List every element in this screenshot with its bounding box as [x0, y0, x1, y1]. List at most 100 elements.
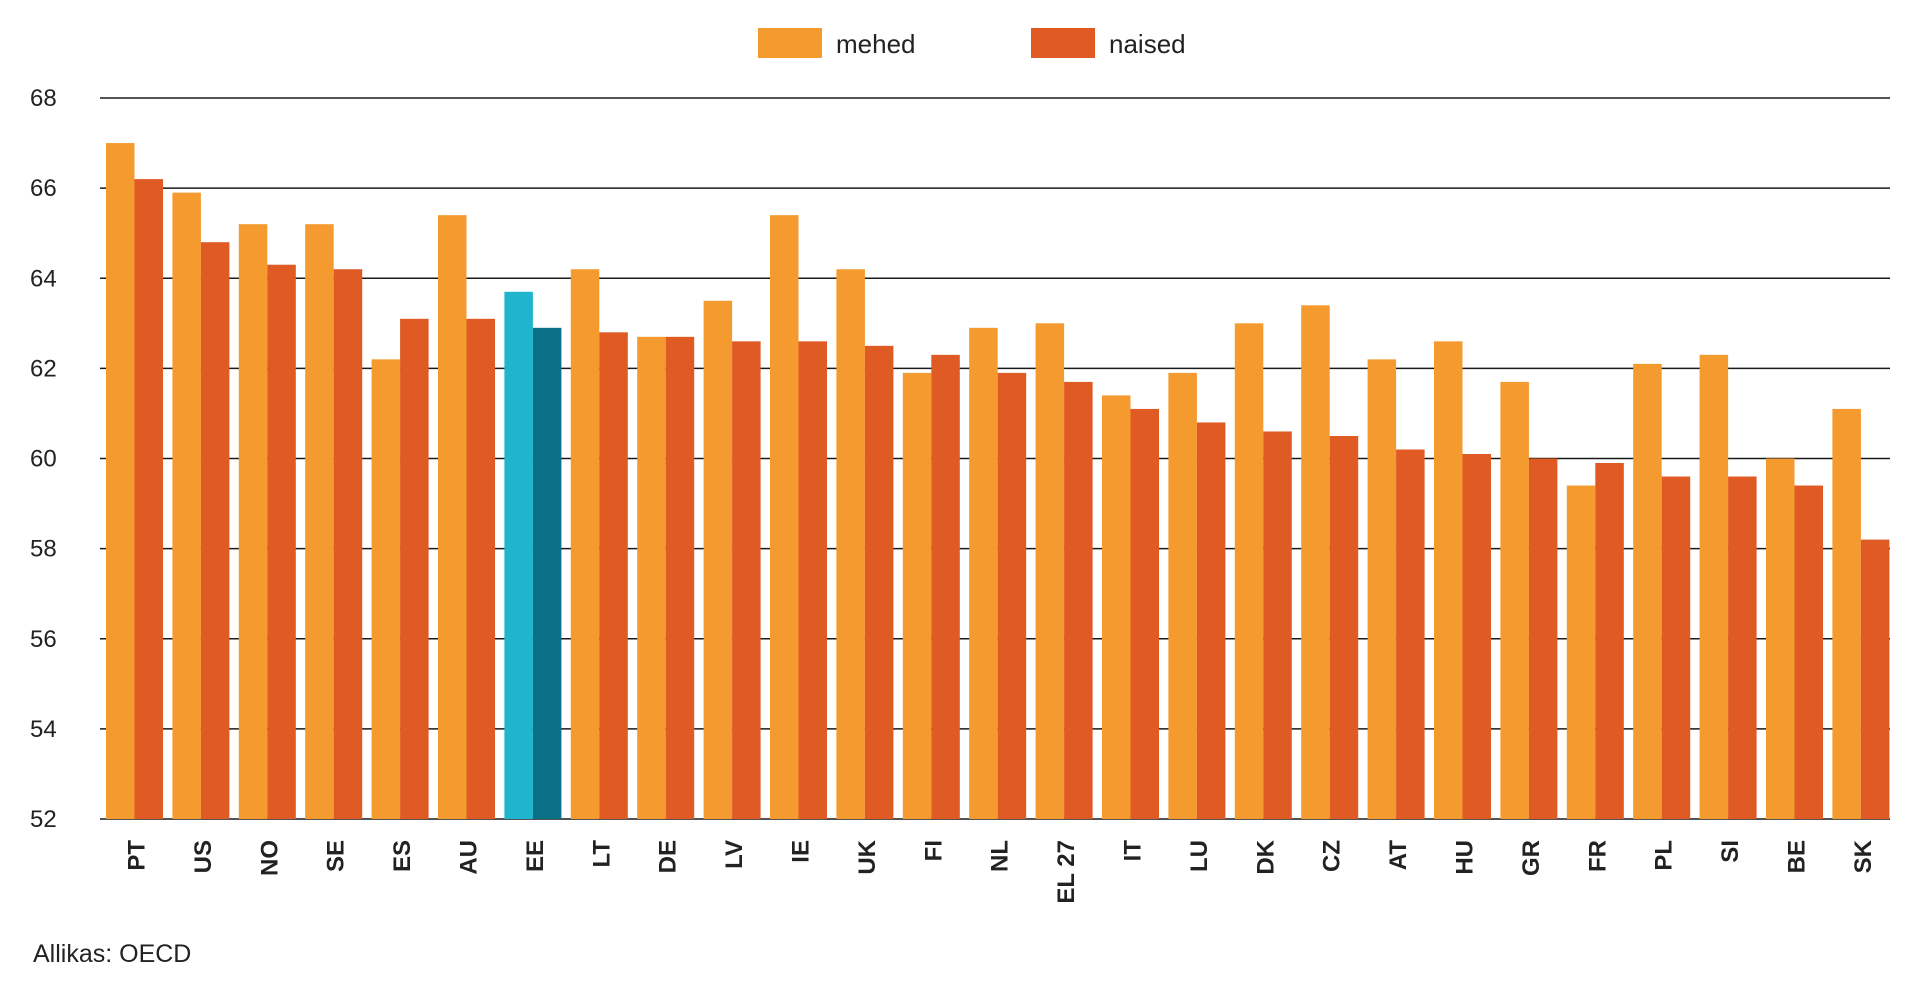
x-axis: PT US NO SE ES AU EE LT DE LV IE UK FI NL EL 27 IT LU DK C… [124, 839, 1877, 903]
bar-naised-de [665, 336, 695, 819]
bar-naised-ie [798, 341, 827, 819]
bar-naised-es [400, 318, 429, 819]
x-tick-label: UK [854, 839, 881, 874]
x-tick-label: SE [323, 840, 350, 872]
bar-mehed-lv [703, 300, 733, 819]
bar-naised-uk [864, 345, 894, 819]
y-tick-label: 62 [30, 355, 57, 382]
bar-naised-au [466, 318, 495, 819]
bar-mehed-nl [969, 327, 998, 819]
bar-naised-si [1728, 476, 1757, 819]
bar-naised-pt [134, 179, 163, 820]
x-tick-label: IE [788, 840, 815, 863]
x-tick-label: EL 27 [1053, 840, 1080, 904]
bar-naised-it [1130, 408, 1159, 819]
bar-naised-fr [1595, 463, 1624, 819]
bar-naised-ee [532, 327, 562, 819]
bar-mehed-cz [1301, 305, 1330, 820]
x-tick-label: BE [1784, 840, 1811, 873]
legend-label-naised: naised [1109, 29, 1186, 59]
x-tick-label: PL [1651, 840, 1678, 871]
bar-mehed-fi [902, 372, 932, 819]
bar-naised-el-27 [1064, 381, 1093, 819]
bar-naised-nl [997, 372, 1027, 819]
bar-naised-lt [599, 332, 628, 819]
bar-mehed-hu [1434, 341, 1463, 819]
bar-mehed-pl [1633, 363, 1662, 819]
x-tick-label: SI [1717, 840, 1744, 863]
x-tick-label: NL [987, 840, 1014, 872]
bar-naised-dk [1263, 431, 1292, 819]
legend-label-mehed: mehed [836, 29, 916, 59]
bar-mehed-fr [1566, 485, 1596, 819]
y-tick-label: 68 [30, 85, 57, 112]
x-tick-label: ES [389, 840, 416, 872]
bar-naised-at [1396, 449, 1425, 819]
x-tick-label: DK [1252, 839, 1279, 874]
x-tick-label: SK [1850, 839, 1877, 873]
bar-mehed-se [305, 224, 334, 820]
bar-mehed-no [238, 224, 268, 820]
bar-mehed-be [1766, 458, 1795, 819]
x-tick-label: US [190, 840, 217, 873]
bar-mehed-pt [106, 143, 135, 819]
bar-naised-cz [1329, 435, 1359, 819]
bar-naised-us [200, 242, 230, 819]
bar-mehed-at [1367, 359, 1397, 819]
bar-mehed-au [438, 215, 467, 820]
bar-mehed-lu [1168, 372, 1197, 819]
bar-mehed-us [172, 192, 201, 820]
bar-mehed-es [371, 359, 401, 819]
y-axis: 52 54 56 58 60 62 64 66 68 [30, 85, 57, 833]
x-tick-label: DE [655, 840, 682, 873]
bar-naised-se [333, 269, 363, 819]
bar-mehed-gr [1500, 381, 1529, 819]
bar-naised-lu [1196, 422, 1226, 819]
y-tick-label: 56 [30, 626, 57, 653]
x-tick-label: HU [1452, 840, 1479, 875]
x-tick-label: AT [1385, 840, 1412, 871]
y-tick-label: 66 [30, 175, 57, 202]
x-tick-label: IT [1120, 840, 1147, 862]
x-tick-label: LU [1186, 840, 1213, 872]
bar-mehed-lt [570, 269, 600, 819]
x-tick-label: LV [721, 840, 748, 869]
y-tick-label: 58 [30, 536, 57, 563]
bar-mehed-el-27 [1035, 323, 1065, 819]
source-note: Allikas: OECD [33, 940, 192, 968]
bar-naised-sk [1860, 539, 1890, 819]
y-tick-label: 54 [30, 716, 57, 743]
bar-naised-no [267, 264, 296, 819]
bar-naised-hu [1462, 453, 1491, 819]
bar-mehed-ee [504, 291, 533, 819]
x-tick-label: PT [124, 840, 151, 871]
y-tick-label: 64 [30, 265, 57, 292]
bar-naised-pl [1661, 476, 1691, 819]
bar-mehed-uk [836, 269, 865, 819]
y-tick-label: 52 [30, 806, 57, 833]
bar-naised-lv [732, 341, 761, 819]
bar-naised-gr [1528, 458, 1558, 819]
legend-swatch-naised [1031, 28, 1095, 58]
bar-mehed-sk [1832, 408, 1861, 819]
bar-mehed-ie [770, 215, 799, 820]
x-tick-label: AU [456, 840, 483, 875]
bar-mehed-si [1699, 354, 1729, 819]
legend-swatch-mehed [758, 28, 822, 58]
bar-naised-fi [931, 354, 960, 819]
x-tick-label: LT [588, 840, 615, 868]
x-tick-label: EE [522, 840, 549, 872]
bar-mehed-de [637, 336, 666, 819]
x-tick-label: CZ [1319, 840, 1346, 872]
x-tick-label: GR [1518, 840, 1545, 876]
x-tick-label: FR [1584, 840, 1611, 872]
bars [106, 143, 1890, 820]
x-tick-label: NO [256, 840, 283, 876]
bar-naised-be [1794, 485, 1823, 819]
bar-mehed-it [1102, 395, 1131, 819]
legend: mehed naised [758, 28, 1186, 59]
y-tick-label: 60 [30, 446, 57, 473]
x-tick-label: FI [920, 840, 947, 861]
bar-mehed-dk [1234, 323, 1264, 819]
